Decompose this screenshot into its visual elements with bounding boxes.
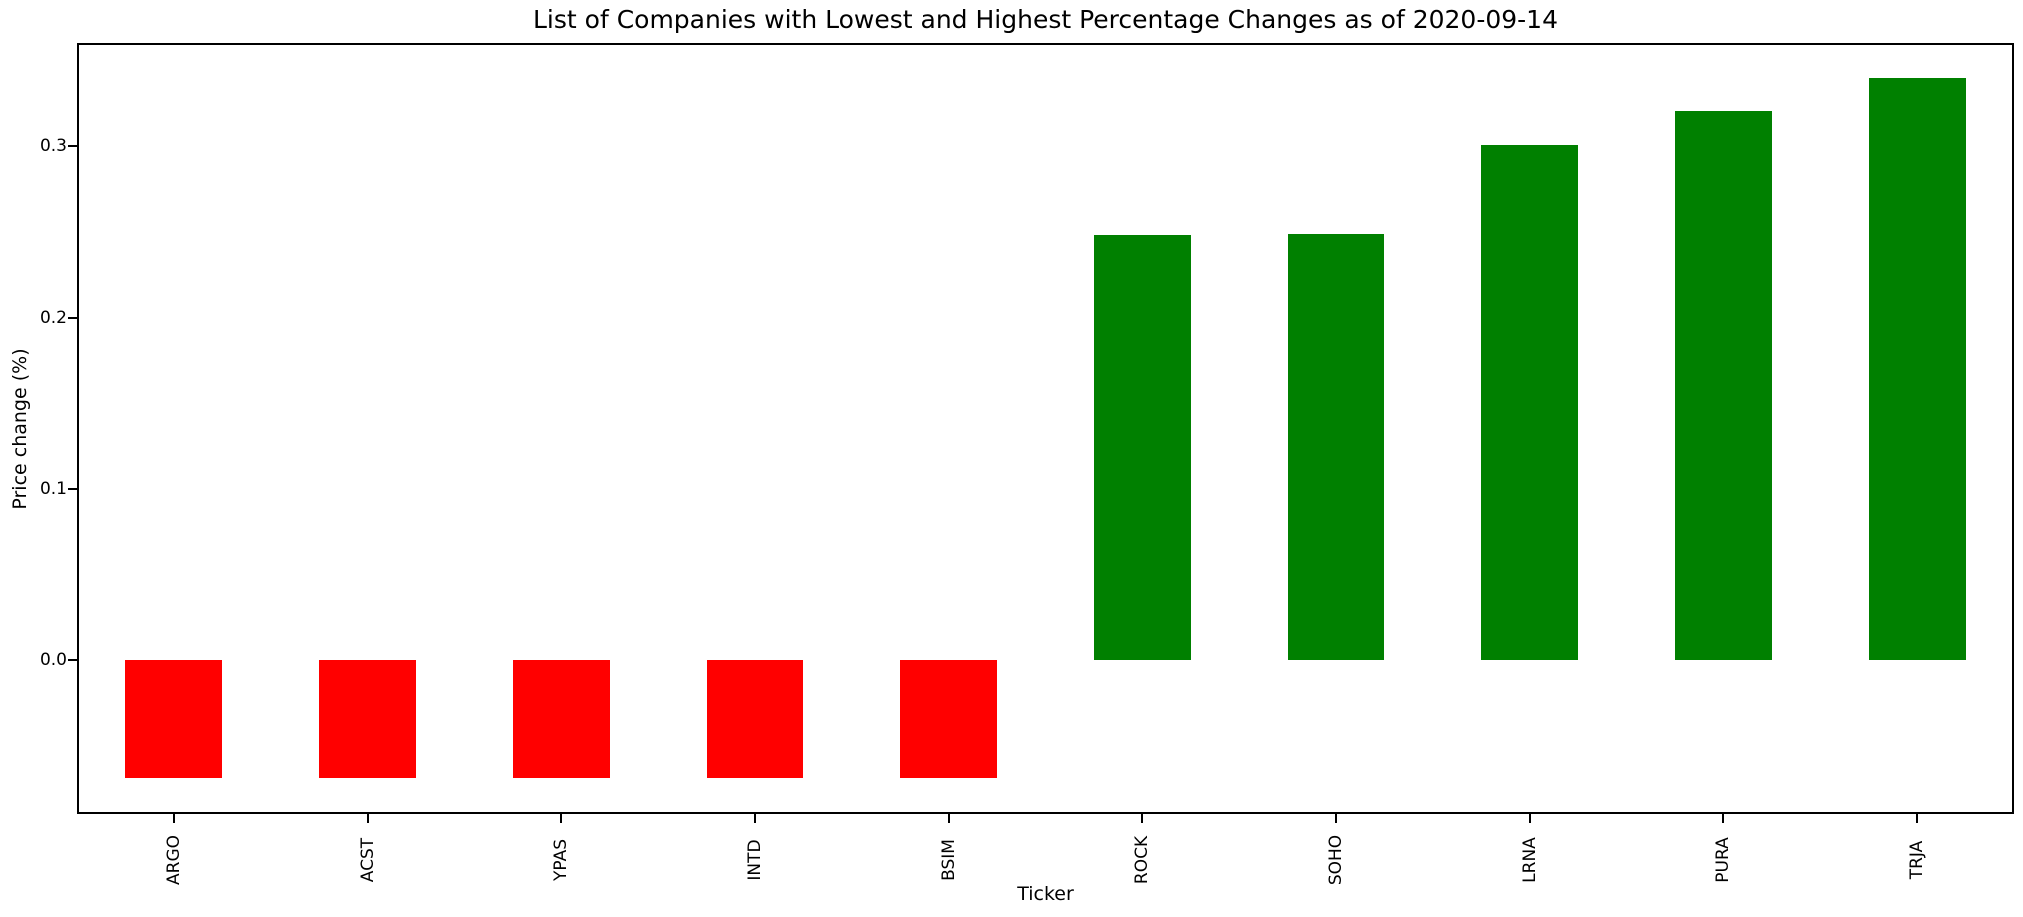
x-tick-mark — [560, 814, 563, 823]
x-tick-mark — [753, 814, 756, 823]
x-tick-mark — [1528, 814, 1531, 823]
bar-rock — [1093, 235, 1191, 660]
x-tick-mark — [172, 814, 175, 823]
x-tick-mark — [1916, 814, 1919, 823]
x-tick-mark — [1141, 814, 1144, 823]
x-tick-label-argo: ARGO — [163, 835, 184, 885]
x-tick-mark — [947, 814, 950, 823]
x-tick-label-soho: SOHO — [1326, 834, 1347, 886]
x-tick-mark — [1335, 814, 1338, 823]
x-tick-label-bsim: BSIM — [938, 839, 959, 881]
x-tick-mark — [1722, 814, 1725, 823]
bar-argo — [125, 659, 223, 778]
bar-trja — [1868, 78, 1966, 660]
bar-intd — [706, 659, 804, 778]
y-tick-label: 0.3 — [39, 136, 67, 157]
x-tick-label-trja: TRJA — [1907, 840, 1928, 880]
x-tick-label-acst: ACST — [357, 837, 378, 883]
y-tick-label: 0.0 — [39, 649, 67, 670]
y-axis-label: Price change (%) — [9, 348, 31, 510]
bar-pura — [1675, 110, 1772, 660]
x-tick-label-rock: ROCK — [1132, 835, 1153, 885]
y-tick-mark — [68, 658, 77, 661]
bar-lrna — [1481, 144, 1579, 660]
x-tick-label-pura: PURA — [1713, 837, 1734, 883]
x-tick-label-ypas: YPAS — [551, 839, 572, 881]
x-axis-label: Ticker — [1017, 883, 1074, 905]
x-tick-mark — [366, 814, 369, 823]
y-tick-mark — [68, 487, 77, 490]
y-tick-label: 0.1 — [39, 478, 67, 499]
x-tick-label-intd: INTD — [744, 839, 765, 881]
bar-bsim — [900, 659, 998, 778]
bar-soho — [1287, 233, 1385, 660]
x-tick-label-lrna: LRNA — [1519, 837, 1540, 883]
bar-acst — [319, 659, 416, 778]
chart-title: List of Companies with Lowest and Highes… — [533, 5, 1558, 34]
y-tick-label: 0.2 — [39, 307, 67, 328]
y-tick-mark — [68, 145, 77, 148]
y-tick-mark — [68, 316, 77, 319]
bar-ypas — [512, 659, 610, 778]
